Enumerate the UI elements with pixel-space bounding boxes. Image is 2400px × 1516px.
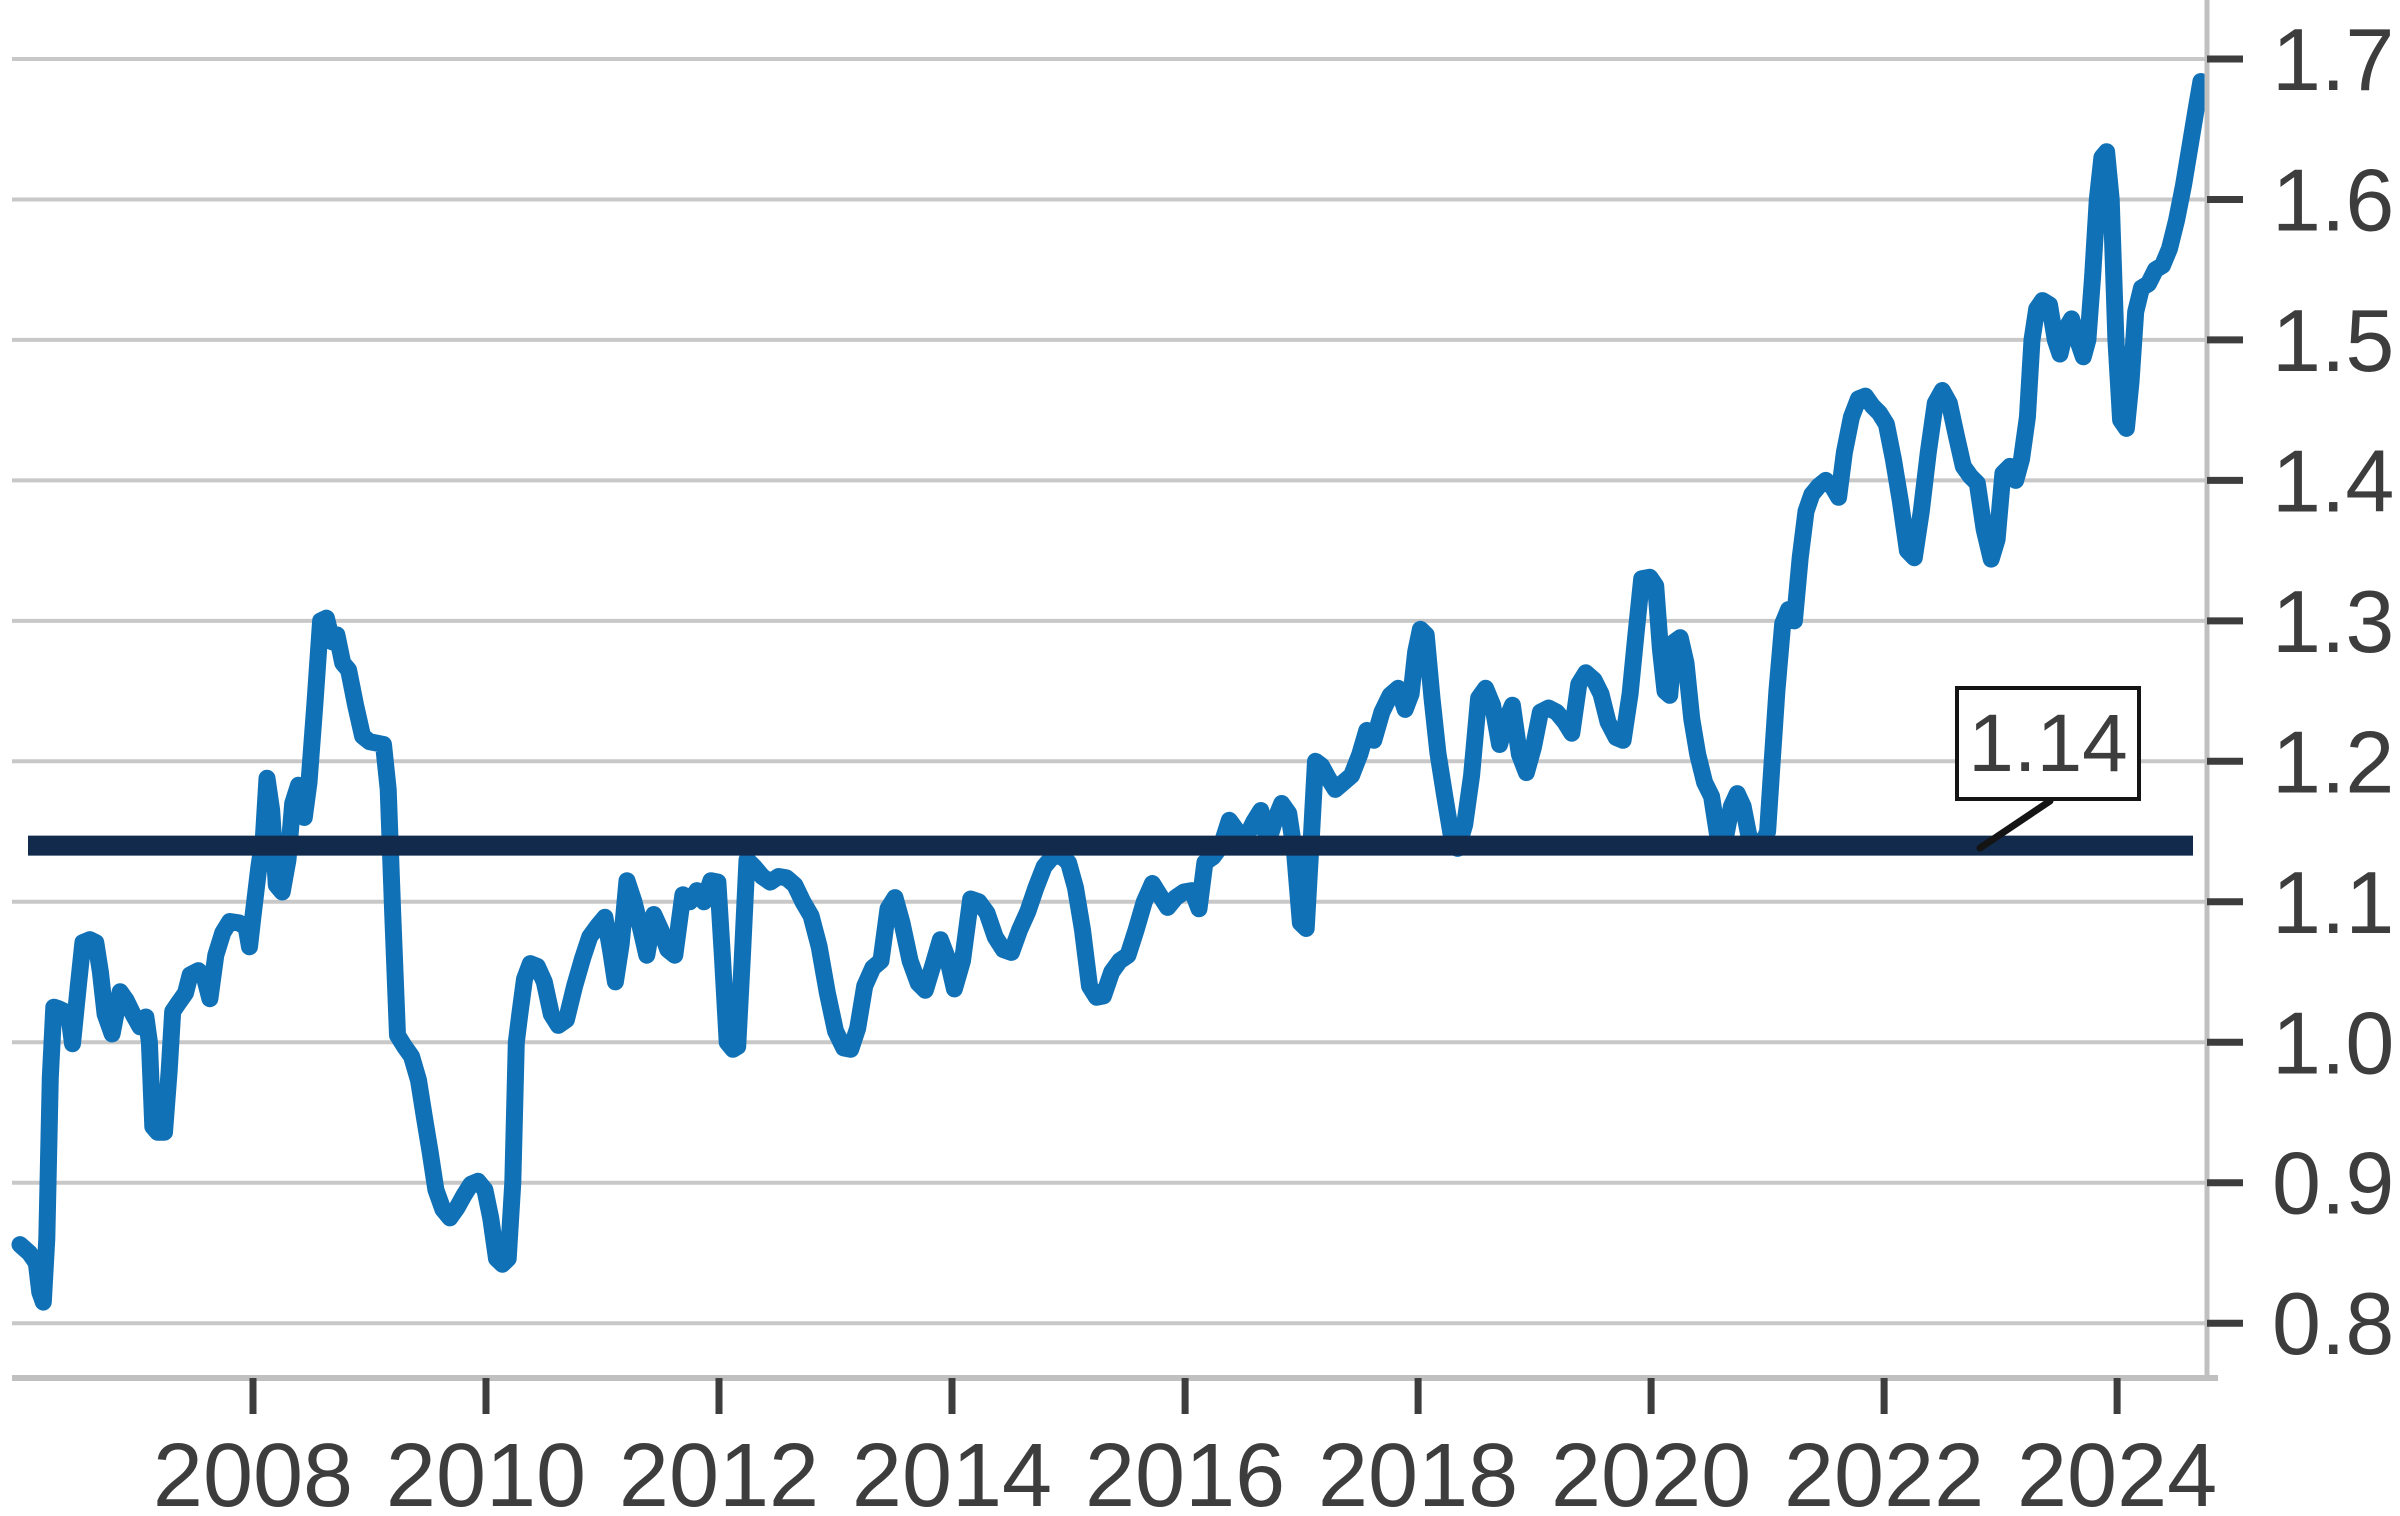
reference-value-label: 1.14 [1968, 697, 2128, 789]
y-tick-label: 1.1 [2272, 853, 2394, 952]
y-tick-label: 1.7 [2272, 10, 2394, 109]
y-tick-label: 1.4 [2272, 431, 2394, 530]
x-tick-label: 2022 [1784, 1426, 1984, 1516]
x-tick-label: 2010 [386, 1426, 586, 1516]
x-tick-label: 2018 [1318, 1426, 1518, 1516]
y-tick-label: 1.3 [2272, 572, 2394, 671]
x-tick-label: 2014 [852, 1426, 1052, 1516]
x-tick-label: 2024 [2017, 1426, 2217, 1516]
y-tick-label: 0.8 [2272, 1274, 2394, 1373]
x-tick-label: 2012 [619, 1426, 819, 1516]
annotation-leader-line [1976, 797, 2054, 852]
y-tick-label: 0.9 [2272, 1134, 2394, 1233]
x-tick-label: 2020 [1551, 1426, 1751, 1516]
y-tick-label: 1.6 [2272, 151, 2394, 250]
y-tick-label: 1.0 [2272, 993, 2394, 1092]
y-tick-label: 1.2 [2272, 712, 2394, 811]
x-tick-label: 2008 [153, 1426, 353, 1516]
series-line [11, 73, 2210, 1311]
y-tick-label: 1.5 [2272, 291, 2394, 390]
x-tick-label: 2016 [1085, 1426, 1285, 1516]
reference-value-annotation: 1.14 [1955, 686, 2141, 801]
